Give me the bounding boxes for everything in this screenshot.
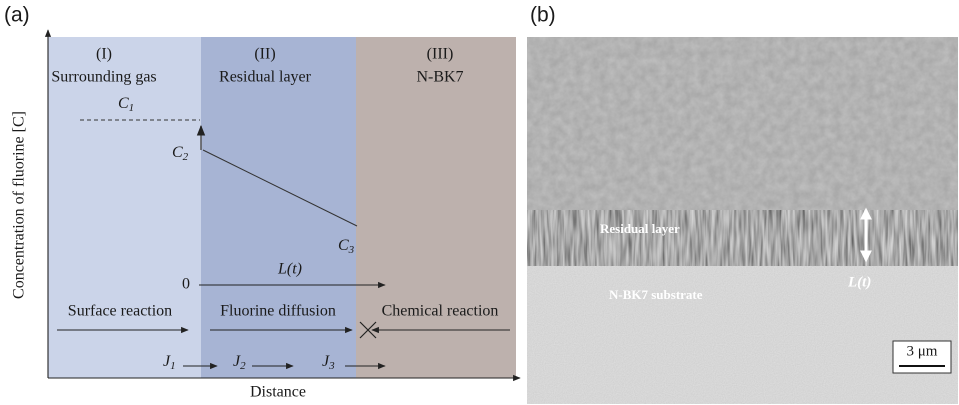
symbol: C <box>118 95 129 112</box>
porous-top <box>527 37 958 217</box>
sem-label: N-BK7 substrate <box>609 287 703 302</box>
subscript: 1 <box>170 360 176 372</box>
region-residual <box>201 37 356 378</box>
symbol: C <box>338 237 349 254</box>
subscript: 3 <box>348 244 355 256</box>
process-label: Chemical reaction <box>382 303 499 320</box>
region-name: Residual layer <box>219 69 312 86</box>
zero-label: 0 <box>182 276 190 293</box>
scale-bar-label: 3 μm <box>907 343 938 359</box>
subscript: 3 <box>328 360 335 372</box>
sem-label: Residual layer <box>600 221 680 236</box>
region-name: N-BK7 <box>416 69 463 86</box>
residual-columns <box>527 210 958 268</box>
region-numeral: (I) <box>96 46 112 63</box>
x-axis-label: Distance <box>250 384 306 401</box>
figure: (a) (I) Surrounding gas (II) Residual la… <box>0 0 959 405</box>
symbol: C <box>172 144 183 161</box>
y-axis-label: Concentration of fluorine [C] <box>11 111 28 299</box>
panel-label: (a) <box>4 4 30 27</box>
subscript: 2 <box>240 360 246 372</box>
process-label: Fluorine diffusion <box>220 303 336 320</box>
region-gas <box>48 37 201 378</box>
region-numeral: (II) <box>254 46 275 63</box>
subscript: 1 <box>129 102 135 114</box>
subscript: 2 <box>183 151 189 163</box>
region-numeral: (III) <box>427 46 454 63</box>
region-name: Surrounding gas <box>51 69 156 86</box>
page: { "panel_a": { "label": "(a)", "regions"… <box>0 0 959 405</box>
process-label: Surface reaction <box>68 303 172 320</box>
region-glass <box>356 37 516 378</box>
sem-length-label: L(t) <box>847 274 871 290</box>
panel-label: (b) <box>530 4 556 27</box>
substrate-surface <box>527 266 958 404</box>
length-label: L(t) <box>277 261 302 278</box>
